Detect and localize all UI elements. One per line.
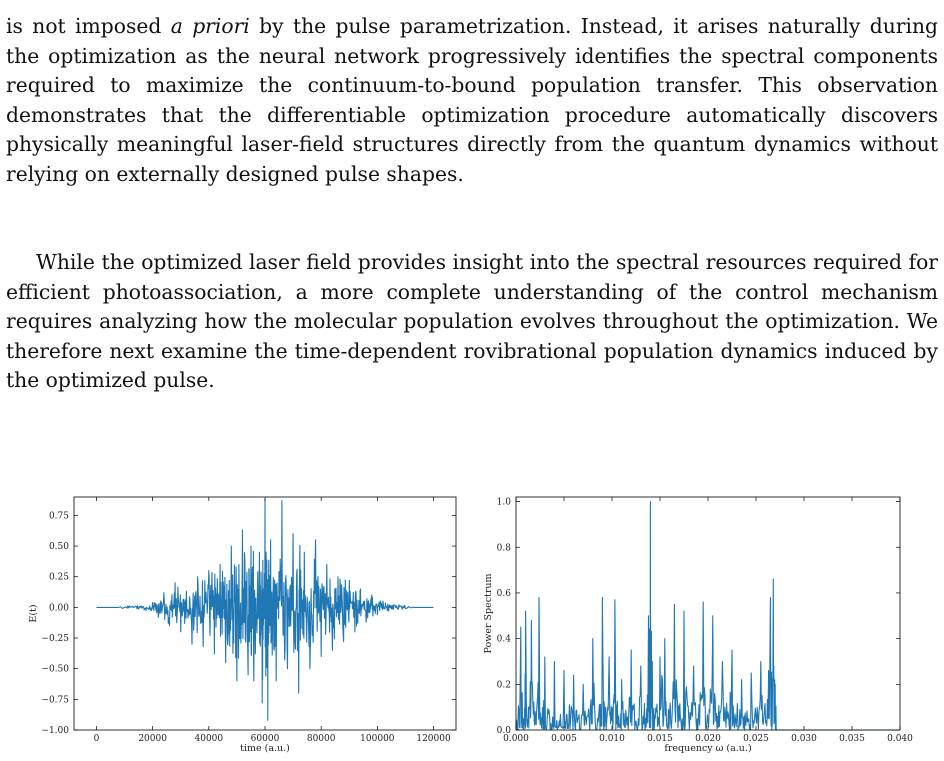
x-tick-label: 20000 [138, 734, 167, 744]
body-paragraph-2: While the optimized laser field provides… [6, 248, 938, 396]
y-tick-label: 1.0 [497, 498, 512, 508]
x-axis-label: time (a.u.) [240, 743, 290, 754]
x-tick-label: 0.010 [599, 734, 625, 744]
x-axis-label: frequency ω (a.u.) [664, 743, 751, 754]
x-tick-label: 0.025 [743, 734, 769, 744]
figure-efield: 0 20000 40000 60000 80000 100000 120000 0.75 0.5… [0, 490, 470, 760]
x-tick-label: 0.030 [791, 734, 817, 744]
para1-italic-term: a priori [170, 14, 250, 38]
y-axis-label: Power Spectrum [483, 573, 494, 653]
figure-spectrum: 0.000 0.005 0.010 0.015 0.020 0.025 0.030 0.035… [472, 490, 942, 760]
x-tick-label: 0 [94, 734, 100, 744]
x-tick-label: 100000 [360, 734, 395, 744]
para1-text-start: is not imposed [6, 14, 171, 38]
para2-text: While the optimized laser field provides… [6, 250, 938, 392]
y-tick-label: 0.75 [49, 511, 69, 521]
e-t-trace-line [96, 498, 434, 721]
y-tick-label: 0.2 [497, 680, 511, 690]
y-tick-label: −1.00 [41, 726, 69, 736]
x-tick-label: 40000 [195, 734, 224, 744]
y-tick-label: 0.25 [49, 573, 69, 583]
para1-text-rest: by the pulse parametrization. Instead, i… [6, 14, 938, 186]
x-tick-label: 80000 [307, 734, 336, 744]
x-tick-label: 0.040 [887, 734, 913, 744]
y-tick-label: 0.4 [497, 635, 512, 645]
x-tick-label: 0.035 [839, 734, 865, 744]
power-spectrumtrace-line [515, 501, 900, 731]
y-tick-label: −0.50 [41, 665, 69, 675]
x-tick-label: 120000 [416, 734, 451, 744]
y-axis-label: E(t) [28, 604, 39, 622]
y-tick-label: 0.6 [497, 589, 512, 599]
body-paragraph-1: is not imposed a priori by the pulse par… [6, 12, 938, 189]
x-tick-label: 0.000 [503, 734, 529, 744]
x-tick-label: 0.005 [551, 734, 577, 744]
x-tick-label: 0.015 [647, 734, 673, 744]
x-tick-label: 0.020 [695, 734, 721, 744]
y-tick-label: 0.50 [49, 542, 69, 552]
efield-chart: 0 20000 40000 60000 80000 100000 120000 0.75 0.5… [28, 496, 457, 754]
y-tick-label: −0.75 [41, 695, 69, 705]
y-tick-label: 0.8 [497, 543, 512, 553]
x-tick-label: 60000 [251, 734, 280, 744]
y-tick-label: 0.0 [497, 726, 512, 736]
y-tick-label: 0.00 [49, 603, 69, 613]
spectrum-chart: 0.000 0.005 0.010 0.015 0.020 0.025 0.030 0.035… [483, 496, 913, 754]
y-tick-label: −0.25 [41, 634, 69, 644]
